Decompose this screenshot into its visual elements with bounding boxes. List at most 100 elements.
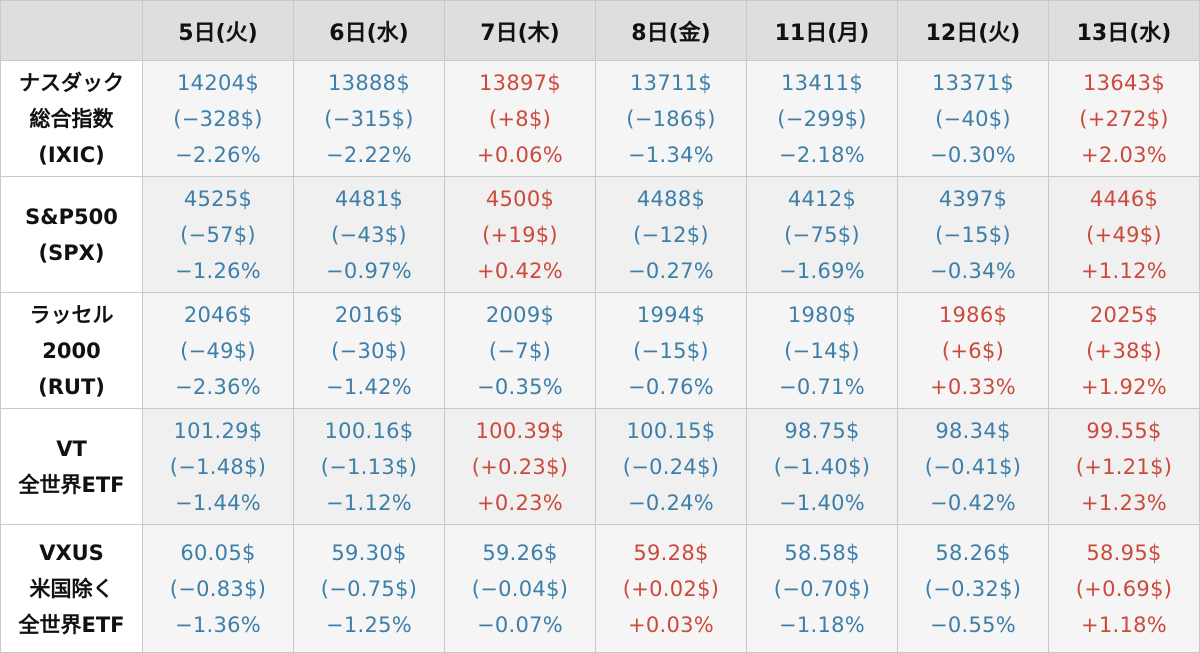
value-cell: 13371$ (−40$) −0.30%: [897, 60, 1049, 177]
value-cell: 59.28$ (+0.02$) +0.03%: [595, 524, 747, 653]
price-text: 100.16$: [324, 418, 414, 443]
day-header: 13日(水): [1048, 0, 1200, 61]
price-text: 58.26$: [935, 540, 1011, 565]
day-header: 6日(水): [293, 0, 445, 61]
value-cell: 13643$ (+272$) +2.03%: [1048, 60, 1200, 177]
change-text: (−49$): [180, 338, 256, 363]
change-text: (−186$): [626, 106, 716, 131]
percent-text: +0.03%: [627, 612, 715, 637]
index-name-line: VXUS: [39, 540, 104, 565]
change-text: (−315$): [324, 106, 414, 131]
price-text: 4412$: [787, 186, 857, 211]
price-text: 101.29$: [173, 418, 263, 443]
value-cell: 99.55$ (+1.21$) +1.23%: [1048, 408, 1200, 525]
value-cell: 59.26$ (−0.04$) −0.07%: [444, 524, 596, 653]
price-text: 13643$: [1083, 70, 1165, 95]
value-cell: 4500$ (+19$) +0.42%: [444, 176, 596, 293]
value-cell: 98.75$ (−1.40$) −1.40%: [746, 408, 898, 525]
price-text: 13371$: [932, 70, 1014, 95]
change-text: (−0.24$): [622, 454, 720, 479]
price-text: 2009$: [485, 302, 555, 327]
value-cell: 100.39$ (+0.23$) +0.23%: [444, 408, 596, 525]
change-text: (+8$): [488, 106, 552, 131]
price-text: 98.34$: [935, 418, 1011, 443]
index-name-line: ラッセル: [29, 302, 114, 327]
change-text: (−57$): [180, 222, 256, 247]
percent-text: −2.18%: [778, 142, 866, 167]
percent-text: −2.36%: [174, 374, 262, 399]
price-text: 4397$: [938, 186, 1008, 211]
price-text: 60.05$: [180, 540, 256, 565]
change-text: (−30$): [331, 338, 407, 363]
value-cell: 58.58$ (−0.70$) −1.18%: [746, 524, 898, 653]
index-name-cell: ラッセル 2000 (RUT): [0, 292, 143, 409]
price-text: 4500$: [485, 186, 555, 211]
percent-text: −0.55%: [929, 612, 1017, 637]
index-name-line: (RUT): [38, 374, 105, 399]
index-name-line: 全世界ETF: [18, 612, 125, 637]
price-text: 1986$: [938, 302, 1008, 327]
percent-text: −0.76%: [627, 374, 715, 399]
change-text: (+38$): [1086, 338, 1162, 363]
row-vxus: VXUS 米国除く 全世界ETF 60.05$ (−0.83$) −1.36% 59.30$…: [0, 524, 1200, 653]
index-name-cell: S&P500 (SPX): [0, 176, 143, 293]
percent-text: +1.92%: [1080, 374, 1168, 399]
change-text: (−328$): [173, 106, 263, 131]
percent-text: +0.06%: [476, 142, 564, 167]
change-text: (+0.02$): [622, 576, 720, 601]
index-name-line: VT: [56, 436, 87, 461]
percent-text: −1.44%: [174, 490, 262, 515]
change-text: (−0.04$): [471, 576, 569, 601]
percent-text: −2.22%: [325, 142, 413, 167]
value-cell: 1980$ (−14$) −0.71%: [746, 292, 898, 409]
change-text: (+49$): [1086, 222, 1162, 247]
index-name-line: ナスダック: [19, 70, 124, 95]
day-header: 12日(火): [897, 0, 1049, 61]
change-text: (−299$): [777, 106, 867, 131]
change-text: (+0.23$): [471, 454, 569, 479]
row-rut: ラッセル 2000 (RUT) 2046$ (−49$) −2.36% 2016$ (−30$…: [0, 292, 1200, 409]
percent-text: −0.24%: [627, 490, 715, 515]
change-text: (−0.75$): [320, 576, 418, 601]
price-text: 99.55$: [1086, 418, 1162, 443]
row-ixic: ナスダック 総合指数 (IXIC) 14204$ (−328$) −2.26% 13888$…: [0, 60, 1200, 177]
price-text: 4488$: [636, 186, 706, 211]
change-text: (−0.70$): [773, 576, 871, 601]
value-cell: 2046$ (−49$) −2.36%: [142, 292, 294, 409]
percent-text: −0.97%: [325, 258, 413, 283]
price-text: 13411$: [781, 70, 863, 95]
percent-text: +0.23%: [476, 490, 564, 515]
price-text: 1994$: [636, 302, 706, 327]
value-cell: 1994$ (−15$) −0.76%: [595, 292, 747, 409]
change-text: (−75$): [784, 222, 860, 247]
index-name-line: (IXIC): [38, 142, 105, 167]
price-text: 59.30$: [331, 540, 407, 565]
percent-text: −1.12%: [325, 490, 413, 515]
change-text: (−40$): [935, 106, 1011, 131]
percent-text: −0.71%: [778, 374, 866, 399]
percent-text: +1.23%: [1080, 490, 1168, 515]
value-cell: 98.34$ (−0.41$) −0.42%: [897, 408, 1049, 525]
percent-text: +1.18%: [1080, 612, 1168, 637]
row-spx: S&P500 (SPX) 4525$ (−57$) −1.26% 4481$ (−43$) −…: [0, 176, 1200, 293]
value-cell: 14204$ (−328$) −2.26%: [142, 60, 294, 177]
percent-text: −0.34%: [929, 258, 1017, 283]
percent-text: +2.03%: [1080, 142, 1168, 167]
price-text: 4446$: [1089, 186, 1159, 211]
change-text: (+6$): [941, 338, 1005, 363]
day-header: 7日(木): [444, 0, 596, 61]
change-text: (+0.69$): [1075, 576, 1173, 601]
change-text: (−15$): [633, 338, 709, 363]
change-text: (−0.41$): [924, 454, 1022, 479]
price-text: 13711$: [630, 70, 712, 95]
percent-text: −0.27%: [627, 258, 715, 283]
change-text: (−15$): [935, 222, 1011, 247]
percent-text: −1.26%: [174, 258, 262, 283]
index-name-cell: VT 全世界ETF: [0, 408, 143, 525]
price-text: 2046$: [183, 302, 253, 327]
price-text: 59.28$: [633, 540, 709, 565]
header-row: 5日(火) 6日(水) 7日(木) 8日(金) 11日(月) 12日(火) 13…: [0, 0, 1200, 61]
value-cell: 1986$ (+6$) +0.33%: [897, 292, 1049, 409]
value-cell: 4525$ (−57$) −1.26%: [142, 176, 294, 293]
value-cell: 58.26$ (−0.32$) −0.55%: [897, 524, 1049, 653]
